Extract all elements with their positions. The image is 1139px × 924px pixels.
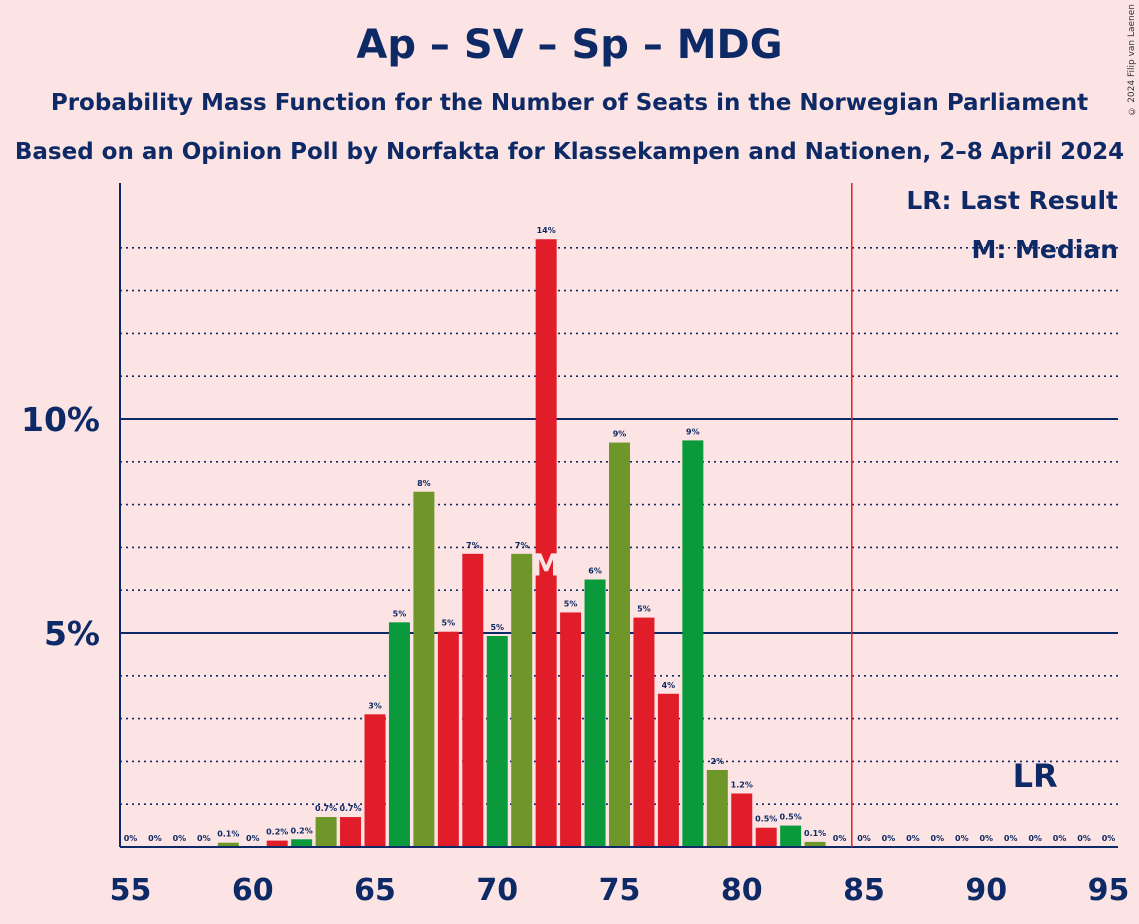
bar-label-70: 5% — [490, 623, 504, 632]
bar-label-83: 0.1% — [804, 829, 826, 838]
bar-61 — [266, 840, 288, 847]
bar-label-88: 0% — [931, 834, 945, 843]
bar-label-84: 0% — [833, 834, 847, 843]
bar-65 — [364, 714, 386, 847]
bar-59 — [217, 842, 239, 847]
bar-74 — [584, 579, 606, 847]
bar-62 — [291, 839, 313, 847]
bar-68 — [437, 631, 459, 847]
x-tick-70: 70 — [476, 873, 518, 908]
legend-last-result: LR: Last Result — [906, 186, 1118, 215]
bar-label-65: 3% — [368, 701, 382, 710]
bar-label-80: 1.2% — [731, 781, 753, 790]
bar-labels: 0% 0% 0% 0% 0.1% 0% 0.2% 0.2% 0.7% 0.7% 3% 5% 8% 5% 7%… — [124, 226, 1116, 843]
bar-label-76: 5% — [637, 605, 651, 614]
bar-64 — [340, 817, 362, 847]
bar-label-66: 5% — [393, 609, 407, 618]
bar-label-79: 2% — [711, 757, 725, 766]
bar-77 — [657, 693, 679, 847]
bar-label-58: 0% — [197, 834, 211, 843]
bar-label-89: 0% — [955, 834, 969, 843]
last-result-marker: LR — [1013, 757, 1058, 795]
bar-label-94: 0% — [1077, 834, 1091, 843]
bar-label-78: 9% — [686, 427, 700, 436]
bar-83 — [804, 841, 826, 847]
bar-label-86: 0% — [882, 834, 896, 843]
bar-label-92: 0% — [1028, 834, 1042, 843]
bar-label-75: 9% — [613, 430, 627, 439]
legend-median: M: Median — [971, 235, 1118, 264]
bar-label-64: 0.7% — [339, 804, 361, 813]
bar-66 — [388, 622, 410, 847]
bar-label-91: 0% — [1004, 834, 1018, 843]
bar-label-77: 4% — [662, 681, 676, 690]
x-tick-90: 90 — [965, 873, 1007, 908]
bar-label-55: 0% — [124, 834, 138, 843]
bar-label-73: 5% — [564, 599, 578, 608]
bars — [217, 239, 826, 848]
x-tick-65: 65 — [354, 873, 396, 908]
bar-75 — [609, 442, 630, 847]
axes: 55 60 65 70 75 80 85 90 95 5% 10% — [21, 183, 1129, 908]
bar-label-62: 0.2% — [291, 826, 313, 835]
bar-63 — [315, 817, 337, 847]
bar-label-57: 0% — [173, 834, 187, 843]
bar-label-72: 14% — [537, 226, 556, 235]
bar-69 — [462, 553, 484, 847]
chart-title: Ap – SV – Sp – MDG — [356, 22, 783, 68]
bar-label-87: 0% — [906, 834, 920, 843]
bar-label-68: 5% — [442, 619, 456, 628]
bar-label-90: 0% — [979, 834, 993, 843]
bar-label-82: 0.5% — [780, 813, 802, 822]
bar-label-69: 7% — [466, 541, 480, 550]
bar-71 — [511, 553, 533, 847]
bar-label-71: 7% — [515, 541, 529, 550]
bar-82 — [780, 825, 802, 847]
bar-label-95: 0% — [1102, 834, 1116, 843]
y-tick-5: 5% — [44, 614, 100, 653]
x-tick-60: 60 — [232, 873, 274, 908]
bar-72 — [535, 239, 557, 848]
bar-80 — [731, 793, 753, 847]
x-tick-80: 80 — [721, 873, 763, 908]
chart-subtitle: Probability Mass Function for the Number… — [50, 90, 1089, 116]
bar-label-60: 0% — [246, 834, 260, 843]
bar-label-61: 0.2% — [266, 828, 288, 837]
bar-73 — [560, 612, 582, 847]
bar-67 — [413, 491, 435, 847]
bar-label-56: 0% — [148, 834, 162, 843]
bar-70 — [486, 635, 508, 847]
x-tick-75: 75 — [599, 873, 641, 908]
bar-label-85: 0% — [857, 834, 871, 843]
median-marker: M — [531, 548, 561, 583]
y-tick-10: 10% — [21, 400, 100, 439]
bar-label-93: 0% — [1053, 834, 1067, 843]
bar-76 — [633, 617, 655, 847]
bar-label-59: 0.1% — [217, 830, 239, 839]
bar-79 — [706, 769, 728, 847]
bar-78 — [682, 440, 704, 847]
bar-label-81: 0.5% — [755, 815, 777, 824]
bar-label-74: 6% — [588, 567, 602, 576]
bar-label-67: 8% — [417, 479, 431, 488]
bar-81 — [755, 827, 777, 847]
x-tick-85: 85 — [843, 873, 885, 908]
bar-label-63: 0.7% — [315, 804, 337, 813]
x-tick-55: 55 — [110, 873, 152, 908]
x-tick-95: 95 — [1088, 873, 1130, 908]
chart-source: Based on an Opinion Poll by Norfakta for… — [14, 139, 1125, 165]
